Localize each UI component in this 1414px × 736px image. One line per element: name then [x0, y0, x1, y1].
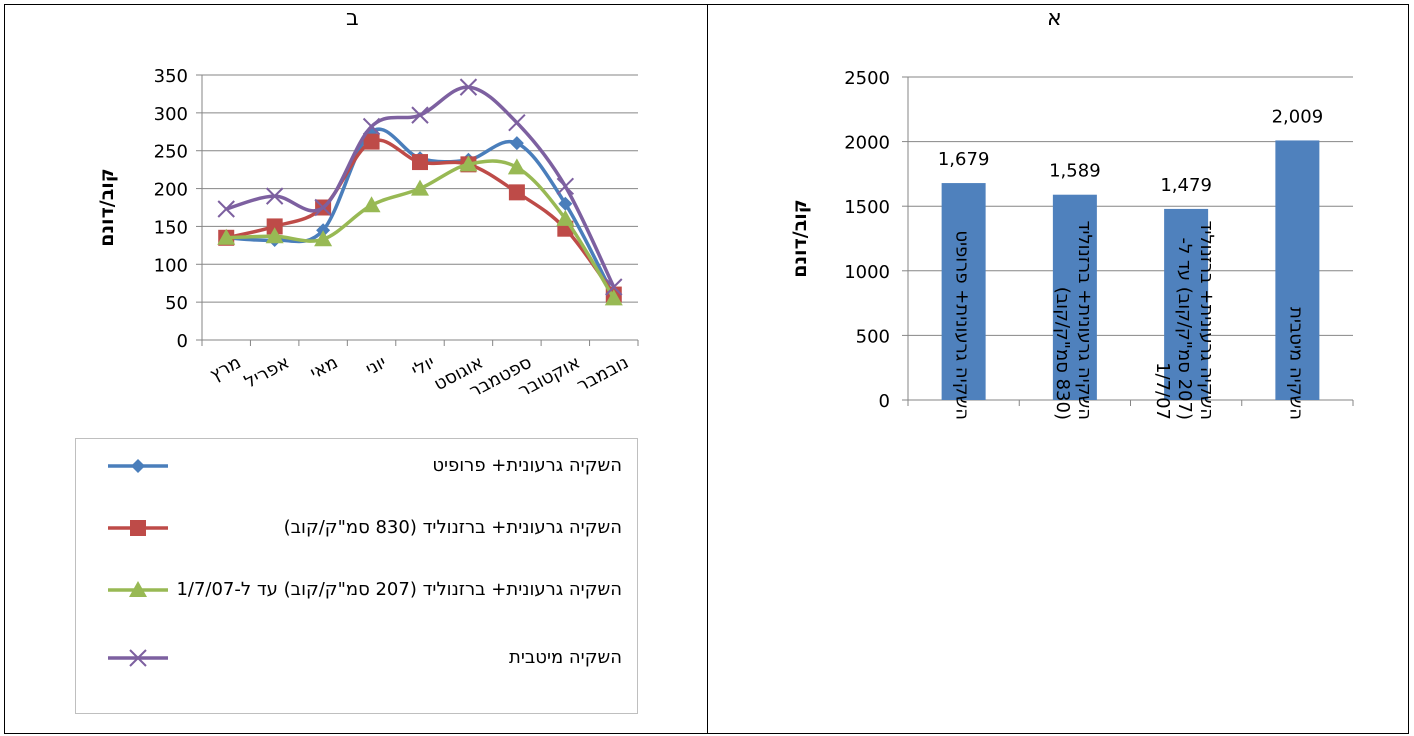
y-tick-label: 2000: [844, 133, 890, 154]
x-tick-label: אפריל: [241, 352, 293, 393]
legend-item-4: השקיה מיטבית: [76, 645, 636, 671]
x-category-label-line: 1/7/07: [1152, 362, 1173, 420]
legend-symbol-1: [108, 459, 168, 473]
legend-item-3: השקיה גרעונית+ ברזנוליד (207 סמ"ק/קוב) ע…: [76, 577, 636, 627]
legend-symbol-2: [108, 520, 168, 536]
bar-chart: 0 500 1000 1500 2000 2500 קוב/דונם 1,679 השקיה ג…: [789, 68, 1354, 420]
series-4-point: [508, 113, 526, 132]
series-3-point: [556, 209, 575, 226]
legend-symbol-3: [108, 581, 168, 597]
legend-marker: [129, 649, 147, 667]
y-axis-title: קוב/דונם: [96, 168, 118, 247]
y-tick-label: 200: [154, 180, 188, 201]
legend-item-1: השקיה גרעונית+ פרופיט: [76, 453, 636, 479]
legend-marker: [131, 459, 145, 473]
series-2-point: [508, 184, 525, 201]
y-tick-label: 50: [165, 293, 188, 314]
x-category-label: השקיה גרעונית+ פרופיט: [952, 230, 973, 420]
series-3-point: [314, 230, 333, 247]
x-tick-label: נובמבר: [573, 352, 632, 397]
x-category-label-line: השקיה גרעונית+ ברזנוליד: [1074, 221, 1095, 420]
x-category-label: השקיה גרעונית+ ברזנוליד(830 סמ"ק/קוב): [1052, 221, 1095, 420]
y-axis-title: קוב/דונם: [789, 199, 811, 278]
bar-data-label: 1,589: [1049, 161, 1101, 182]
y-tick-label: 350: [154, 66, 188, 87]
legend-marker-b: [129, 649, 147, 667]
series-4-point-b: [362, 117, 381, 136]
series-3-point: [604, 289, 623, 306]
y-tick-label: 500: [856, 326, 890, 347]
bar: [1164, 208, 1209, 400]
right-panel-title: א: [1047, 6, 1062, 31]
y-tick-label: 2500: [844, 68, 890, 89]
series-3-point: [459, 155, 478, 172]
x-category-label-line: השקיה מיטבית: [1285, 307, 1306, 420]
line-chart-legend: השקיה גרעונית+ פרופיט השקיה גרעונית+ ברז…: [75, 438, 638, 714]
legend-label-4: השקיה מיטבית: [509, 647, 622, 668]
x-category-label-line: (207 סמ"ק/קוב) עד ל-: [1174, 238, 1195, 421]
bar-data-label: 2,009: [1272, 106, 1324, 127]
y-tick-label: 150: [154, 217, 188, 238]
table-frame: [4, 4, 1409, 734]
legend-marker: [129, 581, 147, 597]
y-tick-label: 0: [879, 391, 890, 412]
x-category-label: השקיה מיטבית: [1285, 307, 1306, 420]
series-3-point: [362, 196, 381, 213]
series-4-point-b: [605, 278, 623, 296]
series-4-point: [314, 198, 332, 217]
legend-marker: [130, 520, 146, 536]
series-4-point: [556, 177, 575, 196]
series-4-point: [411, 106, 429, 124]
series-3-point: [507, 158, 526, 175]
x-category-label-line: (830 סמ"ק/קוב): [1052, 287, 1073, 420]
series-4-point: [362, 117, 381, 136]
y-tick-label: 1000: [844, 262, 890, 283]
series-2-point: [412, 154, 428, 171]
y-tick-label: 100: [154, 255, 188, 276]
legend-item-2: השקיה גרעונית+ ברזנוליד (830 סמ"ק/קוב): [76, 515, 636, 541]
series-3-point: [265, 227, 284, 244]
y-tick-label: 0: [177, 331, 188, 352]
series-4-point-b: [411, 106, 429, 124]
series-1-point: [509, 136, 524, 151]
bar: [1052, 194, 1097, 400]
series-2-point: [363, 133, 380, 150]
panel-divider: [707, 4, 708, 734]
bar-data-label: 1,679: [938, 149, 990, 170]
legend-label-2: השקיה גרעונית+ ברזנוליד (830 סמ"ק/קוב): [283, 517, 622, 538]
left-panel-title: ב: [346, 6, 359, 31]
series-4-point-b: [314, 198, 332, 217]
series-3-point: [411, 179, 429, 196]
series-1-point: [316, 223, 331, 238]
series-1-point: [558, 196, 573, 211]
bar: [1275, 140, 1320, 400]
series-4-point: [459, 78, 478, 96]
y-tick-label: 250: [154, 142, 188, 163]
series-3-point: [217, 228, 236, 245]
x-category-label-line: השקיה גרעונית+ ברזנוליד: [1196, 221, 1217, 420]
series-2-point: [266, 218, 283, 235]
bar-data-label: 1,479: [1160, 175, 1212, 196]
legend-symbol-4: [108, 649, 168, 667]
x-tick-label: יוני: [362, 352, 390, 380]
series-4-point-b: [556, 177, 575, 196]
series-4-point-b: [459, 78, 478, 96]
x-category-label-line: השקיה גרעונית+ פרופיט: [952, 230, 973, 420]
y-tick-label: 300: [154, 104, 188, 125]
series-4-point: [265, 187, 284, 205]
series-4-point-b: [217, 200, 235, 218]
series-4-point: [217, 200, 235, 218]
x-tick-label: מרץ: [206, 352, 244, 386]
series-4-point-b: [508, 113, 526, 132]
legend-label-1: השקיה גרעונית+ פרופיט: [432, 455, 622, 476]
legend-label-3: השקיה גרעונית+ ברזנוליד (207 סמ"ק/קוב) ע…: [176, 579, 622, 600]
series-4-point: [605, 278, 623, 296]
y-tick-label: 1500: [844, 197, 890, 218]
bar: [941, 183, 986, 400]
x-category-label: השקיה גרעונית+ ברזנוליד(207 סמ"ק/קוב) עד…: [1152, 221, 1217, 420]
series-4-point-b: [265, 187, 284, 205]
x-tick-label: מאי: [307, 352, 342, 384]
